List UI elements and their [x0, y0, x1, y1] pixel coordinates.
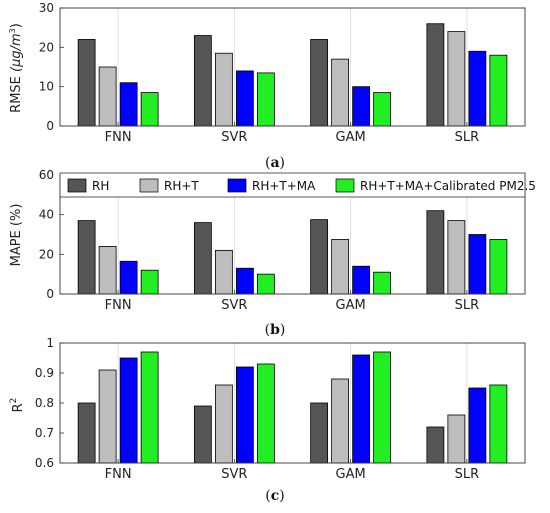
bar-fnn-series-1	[98, 369, 117, 464]
bar-fnn-series-3	[140, 351, 159, 464]
x-tick-label: SVR	[221, 130, 247, 145]
panel-a-caption: (a)	[265, 155, 285, 171]
axes-frame	[59, 7, 526, 127]
y-tick-label: 1	[46, 336, 54, 350]
bar-svr-series-0	[193, 35, 212, 127]
bar-svr-series-1	[214, 52, 233, 127]
y-tick-label: 60	[39, 168, 54, 182]
legend-swatch-rh	[67, 178, 87, 193]
panel-c-ylabel: R2	[9, 398, 26, 413]
y-tick-label: 0.7	[35, 426, 54, 440]
y-tick-label: 20	[39, 247, 54, 261]
panel-b-caption: (b)	[265, 322, 286, 338]
bar-gam-series-1	[331, 378, 350, 464]
x-tick-label: SLR	[455, 130, 480, 145]
y-tick-label: 0	[46, 119, 54, 133]
legend-swatch-rh-t	[139, 178, 159, 193]
bar-gam-series-1	[331, 239, 350, 295]
legend-swatch-rh-t-ma	[227, 178, 247, 193]
axes-frame	[59, 342, 526, 464]
x-tick-label: GAM	[336, 298, 366, 313]
bar-gam-series-1	[331, 58, 350, 127]
legend-box	[59, 172, 526, 198]
bar-svr-series-3	[256, 72, 275, 127]
x-tick-label: SLR	[455, 298, 480, 313]
x-tick-label: SLR	[455, 467, 480, 482]
bar-fnn-series-0	[77, 220, 96, 295]
bar-gam-series-0	[310, 219, 329, 295]
panel-c-caption: (c)	[265, 488, 284, 504]
bar-svr-series-3	[256, 363, 275, 464]
bar-gam-series-3	[373, 92, 392, 127]
x-tick-label: SVR	[221, 467, 247, 482]
x-tick-label: FNN	[105, 130, 132, 145]
bar-slr-series-1	[447, 220, 466, 295]
y-tick-label: 0	[46, 287, 54, 301]
x-tick-label: GAM	[336, 467, 366, 482]
y-tick-label: 0.9	[35, 366, 54, 380]
bar-svr-series-2	[235, 70, 254, 127]
bar-svr-series-0	[193, 222, 212, 295]
bar-slr-series-2	[468, 234, 487, 295]
panel-c-r2-chart: 0.6 0.7 0.8 0.9 1 FNN SVR GAM SLR	[35, 336, 526, 482]
bar-svr-series-1	[214, 249, 233, 295]
bar-fnn-series-3	[140, 92, 159, 127]
bar-gam-series-2	[352, 354, 371, 464]
y-tick-label: 40	[39, 208, 54, 222]
bar-slr-series-0	[426, 426, 445, 464]
legend-label-rh-t-ma-pm25: RH+T+MA+Calibrated PM2.5	[360, 179, 536, 193]
panel-b-ylabel: MAPE (%)	[9, 204, 24, 267]
legend-label-rh: RH	[92, 179, 109, 193]
bar-fnn-series-3	[140, 269, 159, 295]
bar-gam-series-2	[352, 86, 371, 127]
y-tick-label: 20	[39, 40, 54, 54]
bar-fnn-series-0	[77, 39, 96, 127]
x-tick-label: FNN	[105, 298, 132, 313]
x-tick-label: FNN	[105, 467, 132, 482]
bar-gam-series-2	[352, 265, 371, 295]
bar-slr-series-0	[426, 23, 445, 127]
y-tick-label: 30	[39, 1, 54, 15]
bar-fnn-series-2	[119, 357, 138, 464]
y-tick-label: 0.8	[35, 396, 54, 410]
y-tick-label: 0.6	[35, 456, 54, 470]
bar-fnn-series-2	[119, 260, 138, 295]
bar-fnn-series-2	[119, 82, 138, 127]
bar-slr-series-0	[426, 210, 445, 295]
bar-gam-series-3	[373, 271, 392, 295]
panel-a-rmse-chart: 0 10 20 30 FNN SVR GAM SLR	[39, 1, 526, 145]
x-tick-label: SVR	[221, 298, 247, 313]
bar-svr-series-3	[256, 273, 275, 295]
bar-svr-series-1	[214, 384, 233, 464]
bar-svr-series-2	[235, 267, 254, 295]
bar-gam-series-0	[310, 39, 329, 127]
bar-svr-series-0	[193, 405, 212, 464]
y-tick-label: 10	[39, 80, 54, 94]
bar-fnn-series-1	[98, 66, 117, 127]
legend: RH RH+T RH+T+MA RH+T+MA+Calibrated PM2.5	[59, 172, 536, 198]
bar-slr-series-1	[447, 414, 466, 464]
bar-slr-series-1	[447, 31, 466, 127]
panel-a-ylabel: RMSE (μg/m3)	[8, 23, 24, 113]
bar-slr-series-3	[489, 239, 508, 295]
legend-swatch-rh-t-ma-pm25	[335, 178, 355, 193]
bar-slr-series-2	[468, 387, 487, 464]
bar-gam-series-0	[310, 402, 329, 464]
bar-fnn-series-1	[98, 245, 117, 295]
bar-slr-series-2	[468, 50, 487, 127]
bar-gam-series-3	[373, 351, 392, 464]
x-tick-label: GAM	[336, 130, 366, 145]
bar-slr-series-3	[489, 54, 508, 127]
legend-label-rh-t: RH+T	[164, 179, 199, 193]
bar-fnn-series-0	[77, 402, 96, 464]
bar-slr-series-3	[489, 384, 508, 464]
bar-svr-series-2	[235, 366, 254, 464]
legend-label-rh-t-ma: RH+T+MA	[252, 179, 316, 193]
